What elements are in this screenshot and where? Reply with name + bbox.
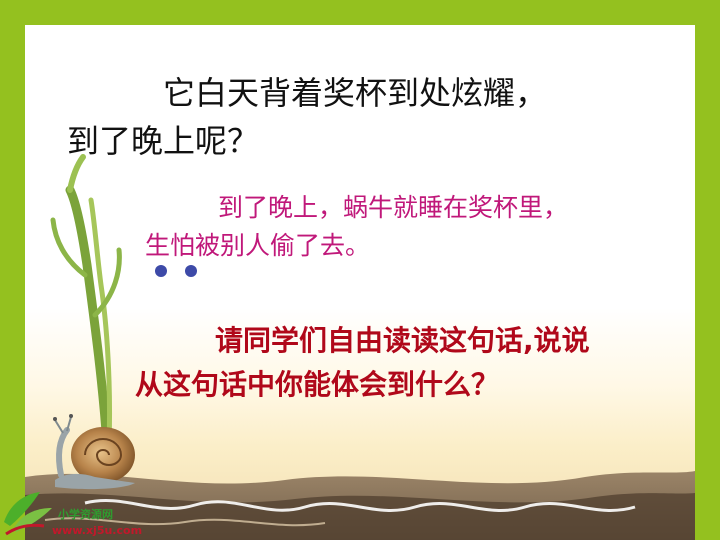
ellipsis-dots: [155, 265, 205, 277]
prompt-line-1: 请同学们自由读读这句话,说说: [215, 324, 590, 357]
watermark: 小学资源网 www.xj5u.com: [0, 482, 220, 540]
leaf-logo-icon: [4, 492, 52, 536]
watermark-url[interactable]: www.xj5u.com: [52, 524, 143, 537]
dot-icon: [185, 265, 197, 277]
prompt-line-2: 从这句话中你能体会到什么？: [135, 368, 500, 401]
watermark-site-name: 小学资源网: [58, 508, 113, 521]
question-line-2: 到了晚上呢？: [67, 122, 260, 160]
snail-illustration: [25, 154, 695, 540]
slide-canvas: 它白天背着奖杯到处炫耀， 到了晚上呢？ 到了晚上，蜗牛就睡在奖杯里， 生怕被别人…: [25, 25, 695, 540]
answer-line-1: 到了晚上，蜗牛就睡在奖杯里，: [218, 193, 569, 222]
answer-line-2: 生怕被别人偷了去。: [145, 231, 371, 260]
question-line-1: 它白天背着奖杯到处炫耀，: [163, 74, 548, 112]
dot-icon: [155, 265, 167, 277]
